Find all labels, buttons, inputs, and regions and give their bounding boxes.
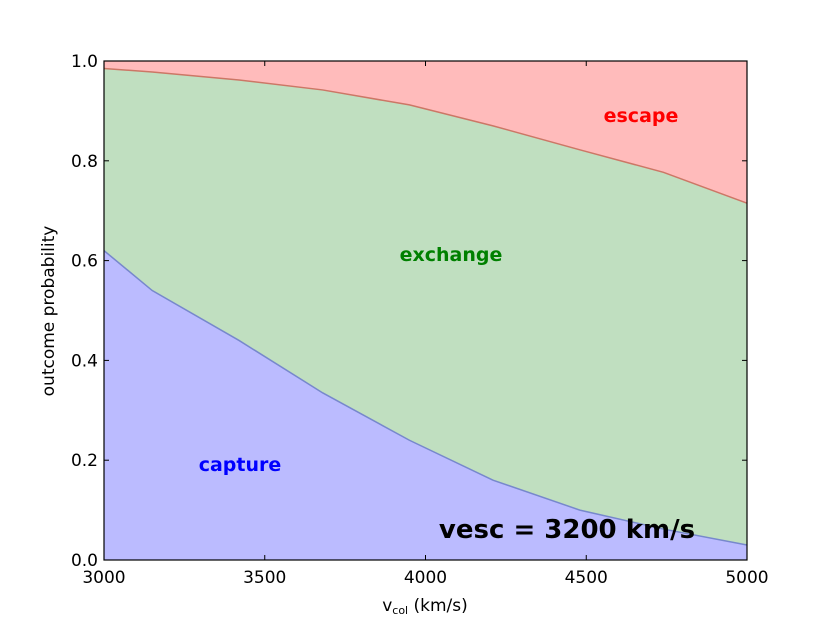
- region-label-escape: escape: [604, 105, 679, 127]
- region-label-capture: capture: [199, 454, 282, 476]
- y-tick-label-0.8: 0.8: [71, 152, 98, 172]
- x-axis-label: vcol (km/s): [382, 596, 468, 617]
- boundary-lines: [103, 67, 748, 546]
- x-tick-label-3500: 3500: [243, 568, 286, 588]
- boundary-exchange: [103, 67, 748, 204]
- x-tick-label-5000: 5000: [725, 568, 768, 588]
- y-axis-label: outcome probability: [39, 226, 59, 397]
- y-tick-label-1.0: 1.0: [71, 52, 98, 72]
- region-label-exchange: exchange: [400, 244, 503, 266]
- x-tick-label-3000: 3000: [82, 568, 125, 588]
- y-tick-label-0.6: 0.6: [71, 252, 98, 272]
- area-layers: [104, 61, 747, 560]
- x-axis-ticks: 3000 3500 4000 4500 5000: [82, 61, 769, 588]
- y-tick-label-0.4: 0.4: [71, 351, 98, 371]
- area-exchange: [104, 68, 747, 546]
- vesc-annotation: vesc = 3200 km/s: [439, 515, 695, 545]
- y-axis-ticks: 0.0 0.2 0.4 0.6 0.8 1.0: [71, 52, 747, 571]
- x-axis-label-unit: (km/s): [408, 596, 468, 616]
- y-tick-label-0.0: 0.0: [71, 551, 98, 571]
- x-axis-label-main: v: [382, 596, 392, 616]
- area-escape: [104, 61, 747, 204]
- plot-area: [103, 61, 748, 560]
- y-tick-label-0.2: 0.2: [71, 451, 98, 471]
- boundary-capture: [103, 250, 748, 546]
- x-tick-label-4000: 4000: [404, 568, 447, 588]
- area-capture: [104, 250, 747, 560]
- x-axis-label-sub: col: [392, 604, 408, 617]
- x-tick-label-4500: 4500: [565, 568, 608, 588]
